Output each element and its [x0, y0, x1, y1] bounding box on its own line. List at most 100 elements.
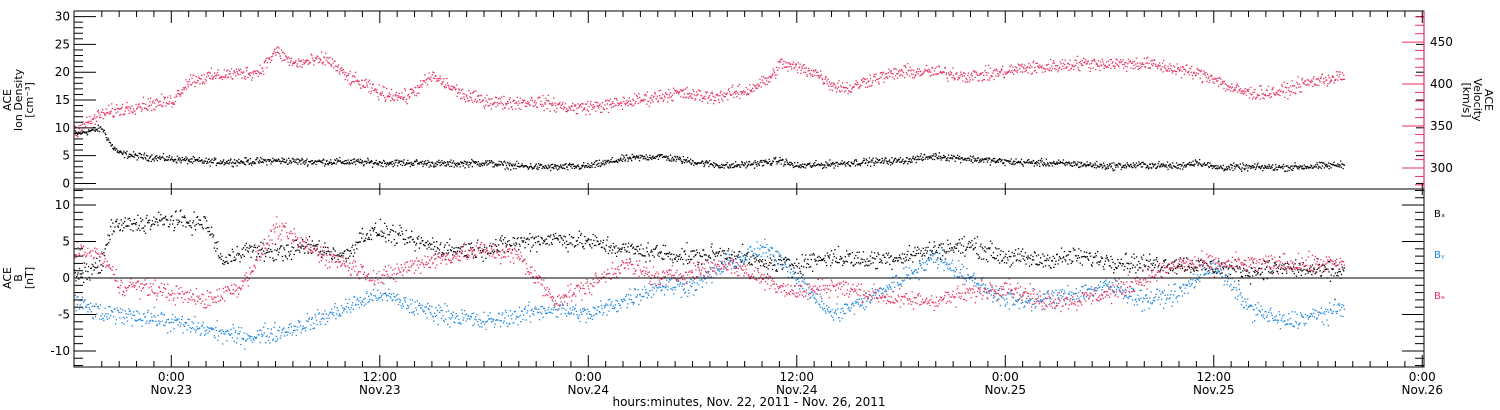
velocity-series-point	[471, 99, 473, 101]
velocity-series-point	[739, 97, 741, 100]
density-series-point	[167, 159, 169, 161]
density-series-point	[666, 159, 668, 161]
velocity-series-point	[1200, 71, 1202, 73]
density-series-point	[736, 165, 739, 167]
velocity-series-point	[1335, 71, 1338, 73]
density-series-point	[577, 164, 579, 166]
velocity-series-point	[1203, 72, 1206, 74]
density-series-point	[235, 162, 237, 164]
bx-series-point	[355, 241, 357, 243]
velocity-series-point	[365, 78, 367, 81]
density-series-point	[246, 159, 248, 161]
density-series-point	[302, 159, 304, 161]
velocity-series-point	[209, 72, 211, 74]
velocity-series-point	[829, 89, 831, 91]
density-series-point	[575, 166, 577, 168]
density-series-point	[1182, 168, 1184, 170]
density-series-point	[728, 167, 730, 169]
velocity-series-point	[531, 97, 533, 99]
velocity-series-point	[1088, 66, 1090, 69]
density-series-point	[389, 161, 391, 163]
velocity-series-point	[352, 80, 354, 83]
density-series-point	[1048, 165, 1051, 167]
velocity-series-point	[765, 77, 767, 80]
density-series-point	[421, 160, 424, 162]
velocity-series-point	[488, 105, 490, 107]
velocity-series-point	[389, 94, 391, 96]
density-series-point	[1166, 166, 1168, 168]
velocity-series-point	[320, 51, 323, 53]
bx-series-point	[275, 259, 277, 261]
bx-series-point	[149, 228, 152, 230]
density-series-point	[147, 159, 149, 161]
bx-series-point	[83, 281, 85, 283]
velocity-series-point	[412, 91, 414, 94]
bx-series-point	[300, 247, 302, 249]
density-series-point	[812, 163, 815, 165]
density-series-point	[328, 162, 330, 164]
velocity-series-point	[580, 106, 582, 108]
velocity-series-point	[1326, 85, 1328, 87]
density-series-point	[1141, 162, 1143, 164]
bx-series-point	[109, 238, 111, 241]
bx-series-point	[523, 240, 525, 242]
density-series-point	[559, 166, 561, 169]
velocity-series-point	[500, 101, 502, 103]
velocity-series-point	[1341, 79, 1343, 81]
density-series-point	[230, 162, 233, 164]
velocity-series-point	[1332, 75, 1334, 77]
density-series-point	[1202, 165, 1204, 167]
density-series-point	[508, 165, 511, 167]
density-series-point	[575, 167, 577, 169]
density-series-point	[91, 129, 93, 132]
bx-series-point	[548, 244, 550, 246]
velocity-series-point	[1341, 72, 1344, 74]
bx-series-point	[358, 241, 360, 243]
density-series-point	[1214, 165, 1216, 167]
bx-series-point	[634, 252, 637, 255]
bx-series-point	[281, 245, 283, 247]
bx-series-point	[616, 251, 619, 253]
bx-series-point	[120, 219, 122, 221]
velocity-series-point	[1262, 97, 1264, 99]
density-series-point	[254, 161, 256, 164]
density-series-point	[282, 160, 284, 162]
bx-series-point	[498, 250, 500, 252]
velocity-series-point	[1114, 65, 1116, 67]
density-series-point	[675, 160, 677, 162]
density-series-point	[1177, 164, 1179, 166]
bx-series-point	[543, 241, 546, 243]
bx-series-point	[436, 241, 438, 243]
velocity-series-point	[123, 114, 125, 116]
density-series-point	[1241, 167, 1243, 169]
velocity-series-point	[519, 102, 521, 105]
velocity-series-point	[151, 109, 153, 112]
velocity-series-point	[450, 85, 452, 87]
density-series-point	[726, 162, 728, 164]
density-series-point	[360, 161, 362, 163]
density-series-point	[471, 158, 473, 161]
density-series-point	[1279, 167, 1282, 169]
density-series-point	[797, 162, 799, 164]
density-series-point	[95, 129, 98, 131]
density-series-point	[435, 165, 437, 167]
data-layer	[74, 46, 1345, 350]
density-series-point	[1233, 162, 1235, 164]
velocity-series-point	[695, 95, 697, 97]
bx-series-point	[161, 218, 163, 220]
velocity-series-point	[638, 93, 640, 95]
density-series-point	[781, 159, 783, 162]
density-series-point	[1228, 165, 1230, 167]
velocity-series-point	[1180, 77, 1183, 79]
velocity-series-point	[888, 68, 890, 70]
density-series-point	[1200, 164, 1203, 167]
density-series-point	[1294, 162, 1296, 164]
density-series-point	[1140, 163, 1142, 165]
velocity-series-point	[1283, 81, 1285, 83]
velocity-series-point	[812, 69, 815, 71]
density-series-point	[484, 162, 486, 164]
density-series-point	[458, 163, 461, 165]
density-series-point	[433, 164, 435, 166]
velocity-series-point	[595, 101, 598, 104]
velocity-series-point	[226, 77, 228, 79]
